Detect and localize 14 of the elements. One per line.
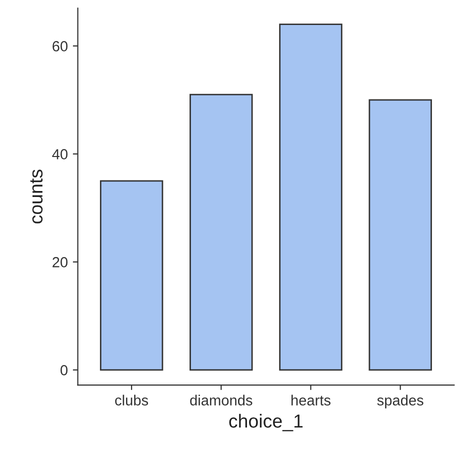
x-tick-label: diamonds [190,394,252,406]
x-tick-label: spades [377,394,424,408]
x-tick-label: hearts [291,394,330,406]
bar [368,99,432,371]
bar [190,94,253,371]
y-tick-label: 40 [52,149,68,160]
y-tick-label: 0 [60,365,68,376]
bar [279,24,342,371]
y-tick-label: 60 [52,41,68,52]
y-tick-label: 20 [52,257,68,268]
y-axis-title: counts [30,170,43,224]
bar [100,180,164,371]
x-tick-label: clubs [115,394,148,406]
x-axis-title: choice_1 [229,414,303,432]
